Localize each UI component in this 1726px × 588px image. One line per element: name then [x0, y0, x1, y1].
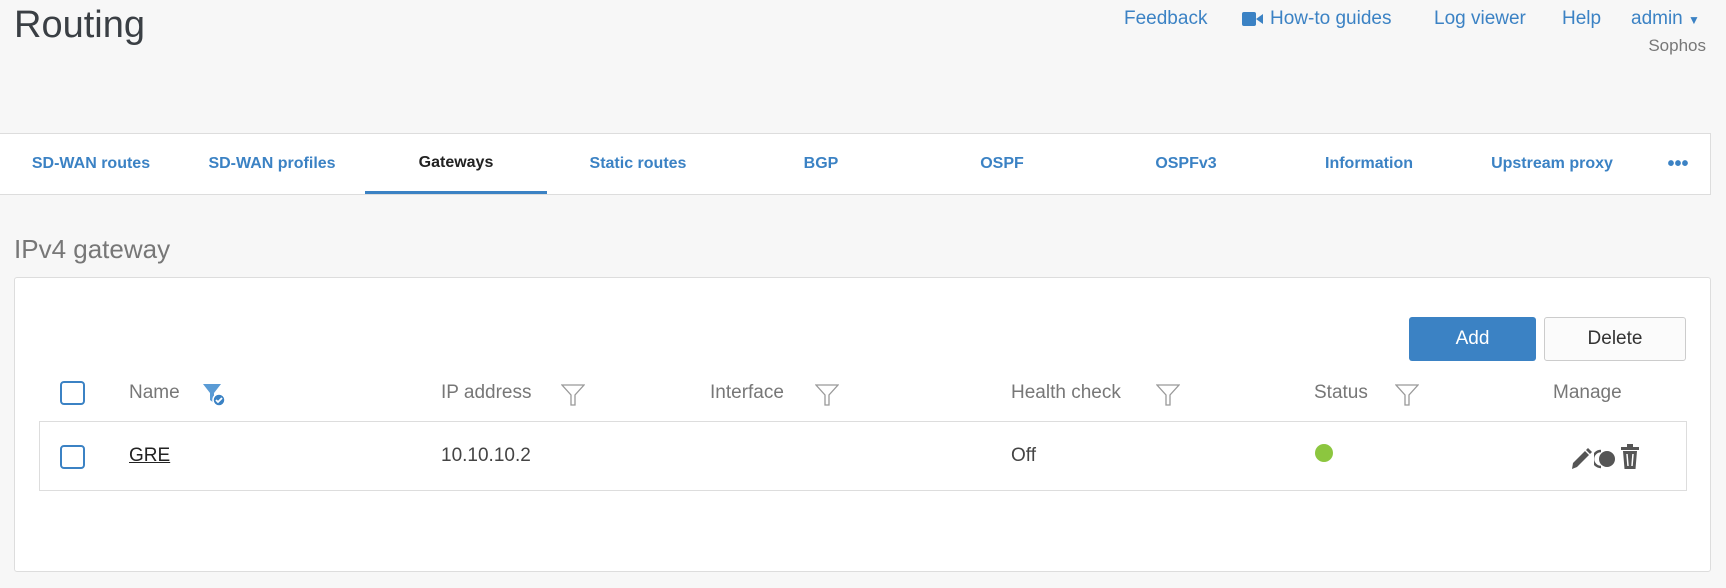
org-name: Sophos — [1648, 36, 1706, 55]
ip-address: 10.10.10.2 — [441, 445, 531, 466]
tab-gateways[interactable]: Gateways — [365, 134, 547, 194]
tab-sd-wan-routes[interactable]: SD-WAN routes — [31, 155, 151, 172]
caret-down-icon: ▼ — [1688, 13, 1700, 27]
add-button[interactable]: Add — [1409, 317, 1536, 361]
howto-link[interactable]: How-to guides — [1242, 8, 1391, 30]
tab-upstream-proxy[interactable]: Upstream proxy — [1491, 155, 1613, 172]
feedback-link[interactable]: Feedback — [1124, 8, 1208, 29]
col-status: Status — [1314, 382, 1368, 403]
tab-bgp[interactable]: BGP — [803, 155, 839, 172]
gateway-name-link[interactable]: GRE — [129, 445, 171, 466]
filter-icon[interactable] — [561, 383, 585, 407]
row-checkbox[interactable] — [60, 445, 85, 469]
tab-ospf[interactable]: OSPF — [980, 155, 1024, 172]
admin-label: admin — [1631, 8, 1683, 29]
log-viewer-link[interactable]: Log viewer — [1434, 8, 1526, 29]
page-title: Routing — [14, 4, 145, 46]
filter-active-icon[interactable] — [202, 383, 226, 407]
health-check: Off — [1011, 445, 1036, 466]
tab-sd-wan-profiles[interactable]: SD-WAN profiles — [208, 155, 336, 172]
section-title: IPv4 gateway — [14, 234, 171, 264]
delete-button[interactable]: Delete — [1544, 317, 1686, 361]
more-tabs-icon[interactable]: ••• — [1667, 152, 1689, 175]
col-ip-address: IP address — [441, 382, 532, 403]
tab-bar: SD-WAN routes SD-WAN profiles Gateways S… — [0, 133, 1711, 195]
edit-icon[interactable] — [1570, 447, 1592, 471]
col-interface: Interface — [710, 382, 784, 403]
col-name: Name — [129, 382, 180, 403]
howto-label: How-to guides — [1270, 8, 1392, 29]
filter-icon[interactable] — [815, 383, 839, 407]
select-all-checkbox[interactable] — [60, 381, 85, 405]
col-health-check: Health check — [1011, 382, 1121, 403]
video-camera-icon — [1242, 12, 1263, 26]
tab-information[interactable]: Information — [1325, 155, 1413, 172]
col-manage: Manage — [1553, 382, 1622, 403]
tab-static-routes[interactable]: Static routes — [589, 155, 687, 172]
help-link[interactable]: Help — [1562, 8, 1602, 29]
status-dot-icon — [1315, 444, 1333, 462]
table-row — [39, 421, 1687, 491]
filter-icon[interactable] — [1156, 383, 1180, 407]
filter-icon[interactable] — [1395, 383, 1419, 407]
admin-menu[interactable]: admin ▼ — [1631, 8, 1700, 30]
delete-icon[interactable] — [1620, 444, 1640, 470]
tab-ospfv3[interactable]: OSPFv3 — [1155, 155, 1217, 172]
toggle-icon[interactable] — [1594, 449, 1616, 469]
